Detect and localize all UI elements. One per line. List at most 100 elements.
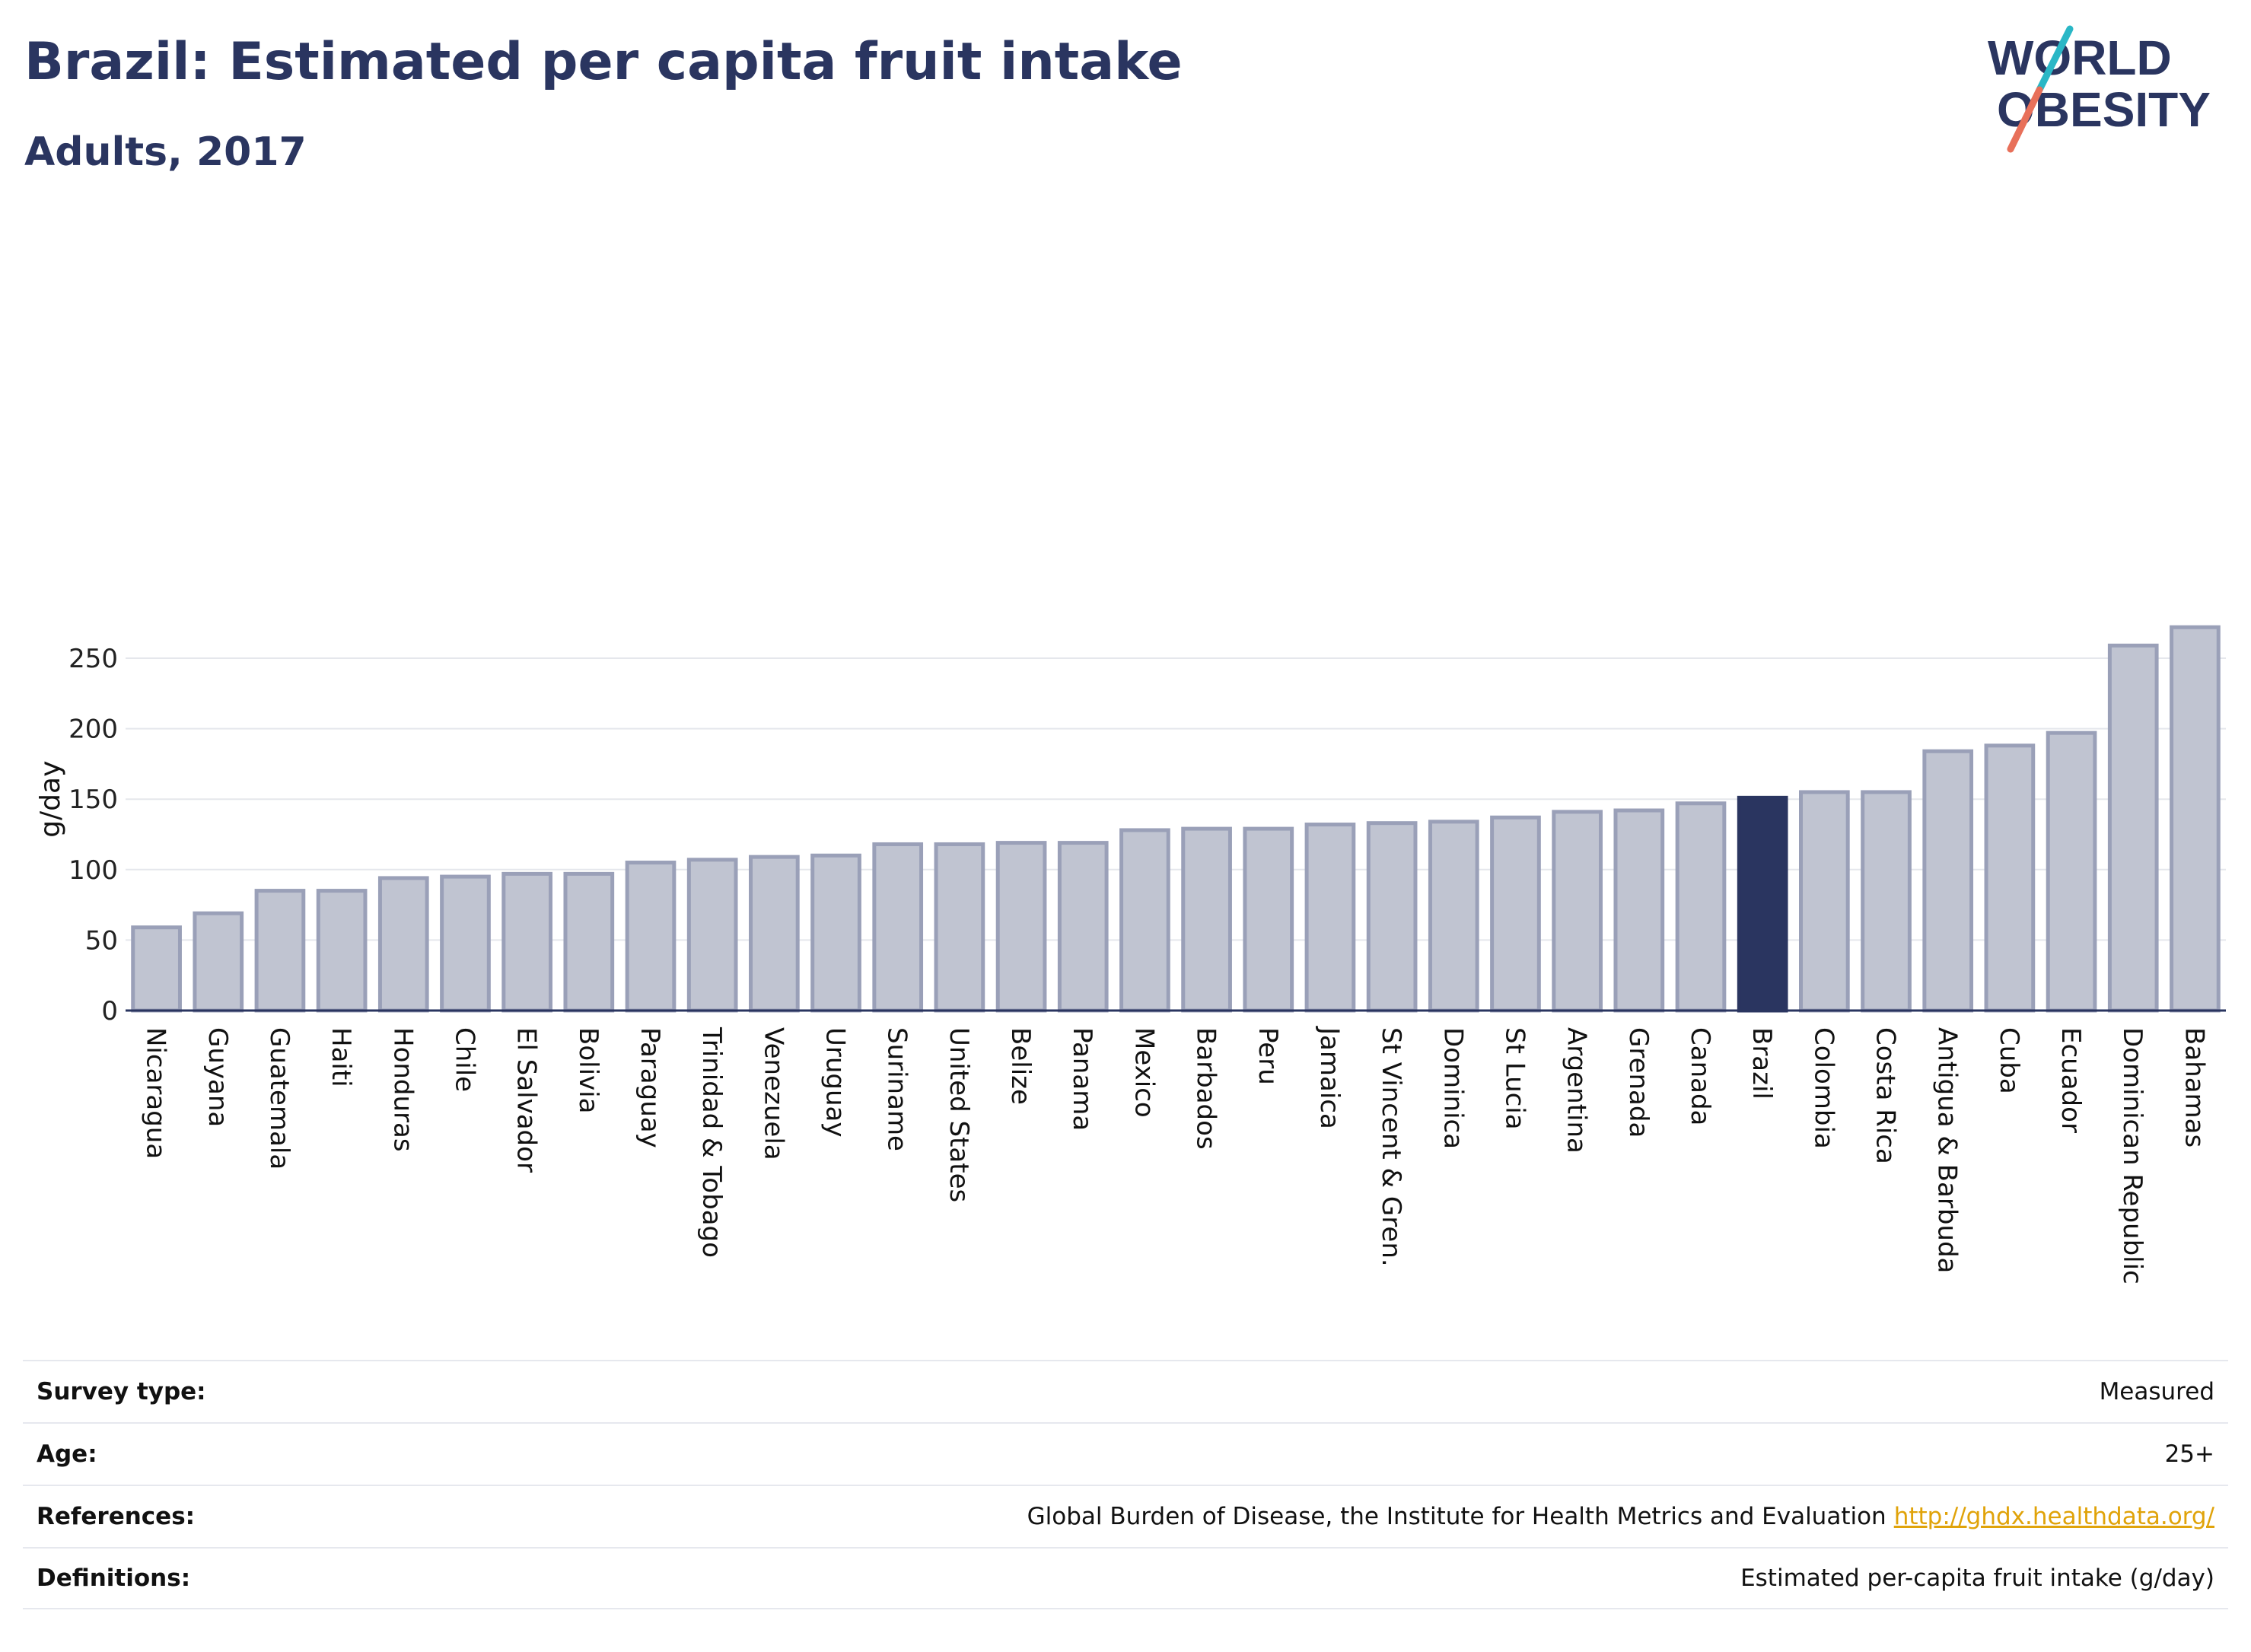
bar[interactable] bbox=[810, 853, 861, 1013]
bar[interactable] bbox=[1057, 841, 1109, 1013]
logo-line1: WORLD bbox=[1988, 30, 2172, 85]
bar[interactable] bbox=[1613, 808, 1665, 1013]
x-tick-label: Jamaica bbox=[1314, 1026, 1345, 1129]
x-tick-label: Guatemala bbox=[264, 1027, 295, 1170]
reference-link[interactable]: http://ghdx.healthdata.org/ bbox=[1893, 1503, 2214, 1530]
y-tick-label: 250 bbox=[68, 644, 118, 674]
bar[interactable] bbox=[1181, 826, 1232, 1013]
bar[interactable] bbox=[1675, 801, 1727, 1013]
info-row: References: Global Burden of Disease, the… bbox=[23, 1485, 2228, 1547]
bar[interactable] bbox=[625, 861, 677, 1013]
bar-highlight[interactable] bbox=[1737, 795, 1788, 1013]
x-tick-label: Guyana bbox=[202, 1027, 233, 1127]
bar[interactable] bbox=[995, 841, 1047, 1013]
bar[interactable] bbox=[501, 871, 552, 1013]
info-row: Definitions: Estimated per-capita fruit i… bbox=[23, 1547, 2228, 1609]
bar[interactable] bbox=[1304, 823, 1356, 1013]
info-value: Global Burden of Disease, the Institute … bbox=[1027, 1503, 2214, 1530]
y-axis-ticks: 0 50 100 150 200 250 bbox=[68, 644, 118, 1027]
bar[interactable] bbox=[1366, 821, 1418, 1013]
info-value-text: 25+ bbox=[2164, 1440, 2214, 1468]
bar[interactable] bbox=[131, 925, 182, 1013]
x-tick-label: Barbados bbox=[1191, 1027, 1221, 1150]
bar[interactable] bbox=[749, 855, 800, 1013]
x-tick-label: Nicaragua bbox=[141, 1027, 171, 1159]
x-tick-label: Grenada bbox=[1623, 1027, 1654, 1138]
x-tick-label: Bahamas bbox=[2179, 1027, 2209, 1147]
bar[interactable] bbox=[193, 911, 244, 1013]
logo-slash-teal bbox=[2036, 25, 2074, 94]
x-tick-label: United States bbox=[944, 1027, 974, 1202]
info-key: Definitions: bbox=[37, 1564, 191, 1592]
x-tick-label: Brazil bbox=[1746, 1027, 1777, 1100]
bar[interactable] bbox=[254, 889, 306, 1013]
bar[interactable] bbox=[1119, 828, 1170, 1013]
chart-subtitle: Adults, 2017 bbox=[24, 129, 307, 175]
x-tick-label: Colombia bbox=[1808, 1027, 1839, 1149]
y-axis-label: g/day bbox=[35, 761, 66, 838]
bar[interactable] bbox=[1428, 820, 1479, 1013]
bar[interactable] bbox=[686, 858, 738, 1013]
x-tick-label: Antigua & Barbuda bbox=[1932, 1027, 1963, 1273]
x-tick-label: St Vincent & Gren. bbox=[1376, 1027, 1406, 1267]
info-value-text: Measured bbox=[2099, 1378, 2214, 1405]
info-value: Estimated per-capita fruit intake (g/day… bbox=[1740, 1564, 2214, 1592]
x-tick-label: Paraguay bbox=[635, 1027, 665, 1148]
info-value: 25+ bbox=[2165, 1440, 2214, 1468]
x-tick-label: Suriname bbox=[882, 1027, 912, 1151]
x-tick-label: Dominica bbox=[1438, 1027, 1468, 1149]
bar[interactable] bbox=[1490, 815, 1541, 1013]
bar[interactable] bbox=[2170, 625, 2221, 1013]
bar[interactable] bbox=[440, 874, 491, 1013]
x-tick-label: Peru bbox=[1253, 1027, 1283, 1085]
y-tick-label: 100 bbox=[68, 855, 118, 886]
x-tick-label: Canada bbox=[1685, 1027, 1715, 1125]
bar-chart: 0 50 100 150 200 250 Nicaragua Guyana Guatemala… bbox=[35, 625, 2226, 1284]
x-tick-label: Panama bbox=[1067, 1027, 1097, 1131]
x-tick-label: El Salvador bbox=[511, 1027, 542, 1173]
y-tick-label: 0 bbox=[101, 996, 118, 1027]
x-axis-labels: Nicaragua Guyana Guatemala Haiti Honduras Chi… bbox=[141, 1026, 2210, 1284]
bar[interactable] bbox=[1922, 749, 1974, 1013]
x-tick-label: Ecuador bbox=[2055, 1027, 2086, 1133]
x-tick-label: Bolivia bbox=[573, 1027, 603, 1113]
x-tick-label: Haiti bbox=[326, 1027, 356, 1087]
bars bbox=[131, 625, 2221, 1013]
logo-slash-coral bbox=[2007, 86, 2043, 153]
x-tick-label: Dominican Republic bbox=[2117, 1027, 2148, 1284]
bar[interactable] bbox=[1243, 826, 1294, 1013]
bar[interactable] bbox=[563, 871, 615, 1013]
info-row: Survey type: Measured bbox=[23, 1360, 2228, 1422]
world-obesity-logo: WORLD OBESITY bbox=[1988, 25, 2211, 153]
x-tick-label: St Lucia bbox=[1499, 1027, 1530, 1130]
info-value: Measured bbox=[2100, 1378, 2214, 1405]
bar[interactable] bbox=[1984, 743, 2036, 1013]
bar[interactable] bbox=[377, 876, 429, 1013]
bar[interactable] bbox=[872, 842, 924, 1013]
info-value-text: Estimated per-capita fruit intake (g/day… bbox=[1740, 1564, 2214, 1592]
bar[interactable] bbox=[1799, 790, 1850, 1013]
y-tick-label: 150 bbox=[68, 785, 118, 815]
x-tick-label: Chile bbox=[449, 1027, 479, 1092]
info-key: Survey type: bbox=[37, 1378, 206, 1405]
bar[interactable] bbox=[2107, 643, 2159, 1013]
x-tick-label: Venezuela bbox=[758, 1027, 788, 1160]
info-value-text: Global Burden of Disease, the Institute … bbox=[1027, 1503, 1886, 1530]
info-row: Age: 25+ bbox=[23, 1422, 2228, 1485]
x-tick-label: Trinidad & Tobago bbox=[696, 1027, 727, 1258]
bar[interactable] bbox=[2046, 731, 2097, 1013]
x-tick-label: Honduras bbox=[387, 1027, 418, 1152]
info-key: Age: bbox=[37, 1440, 97, 1468]
info-table: Survey type: Measured Age: 25+ References: Gl… bbox=[23, 1360, 2228, 1609]
bar[interactable] bbox=[1861, 790, 1912, 1013]
x-tick-label: Argentina bbox=[1562, 1027, 1592, 1154]
x-tick-label: Uruguay bbox=[820, 1027, 851, 1138]
bar[interactable] bbox=[1552, 810, 1603, 1013]
y-tick-label: 50 bbox=[85, 925, 118, 956]
x-tick-label: Cuba bbox=[1994, 1027, 2024, 1094]
x-tick-label: Costa Rica bbox=[1871, 1027, 1901, 1164]
x-tick-label: Mexico bbox=[1129, 1027, 1159, 1118]
chart-title: Brazil: Estimated per capita fruit intak… bbox=[24, 32, 1183, 92]
bar[interactable] bbox=[934, 842, 985, 1013]
bar[interactable] bbox=[316, 889, 368, 1013]
